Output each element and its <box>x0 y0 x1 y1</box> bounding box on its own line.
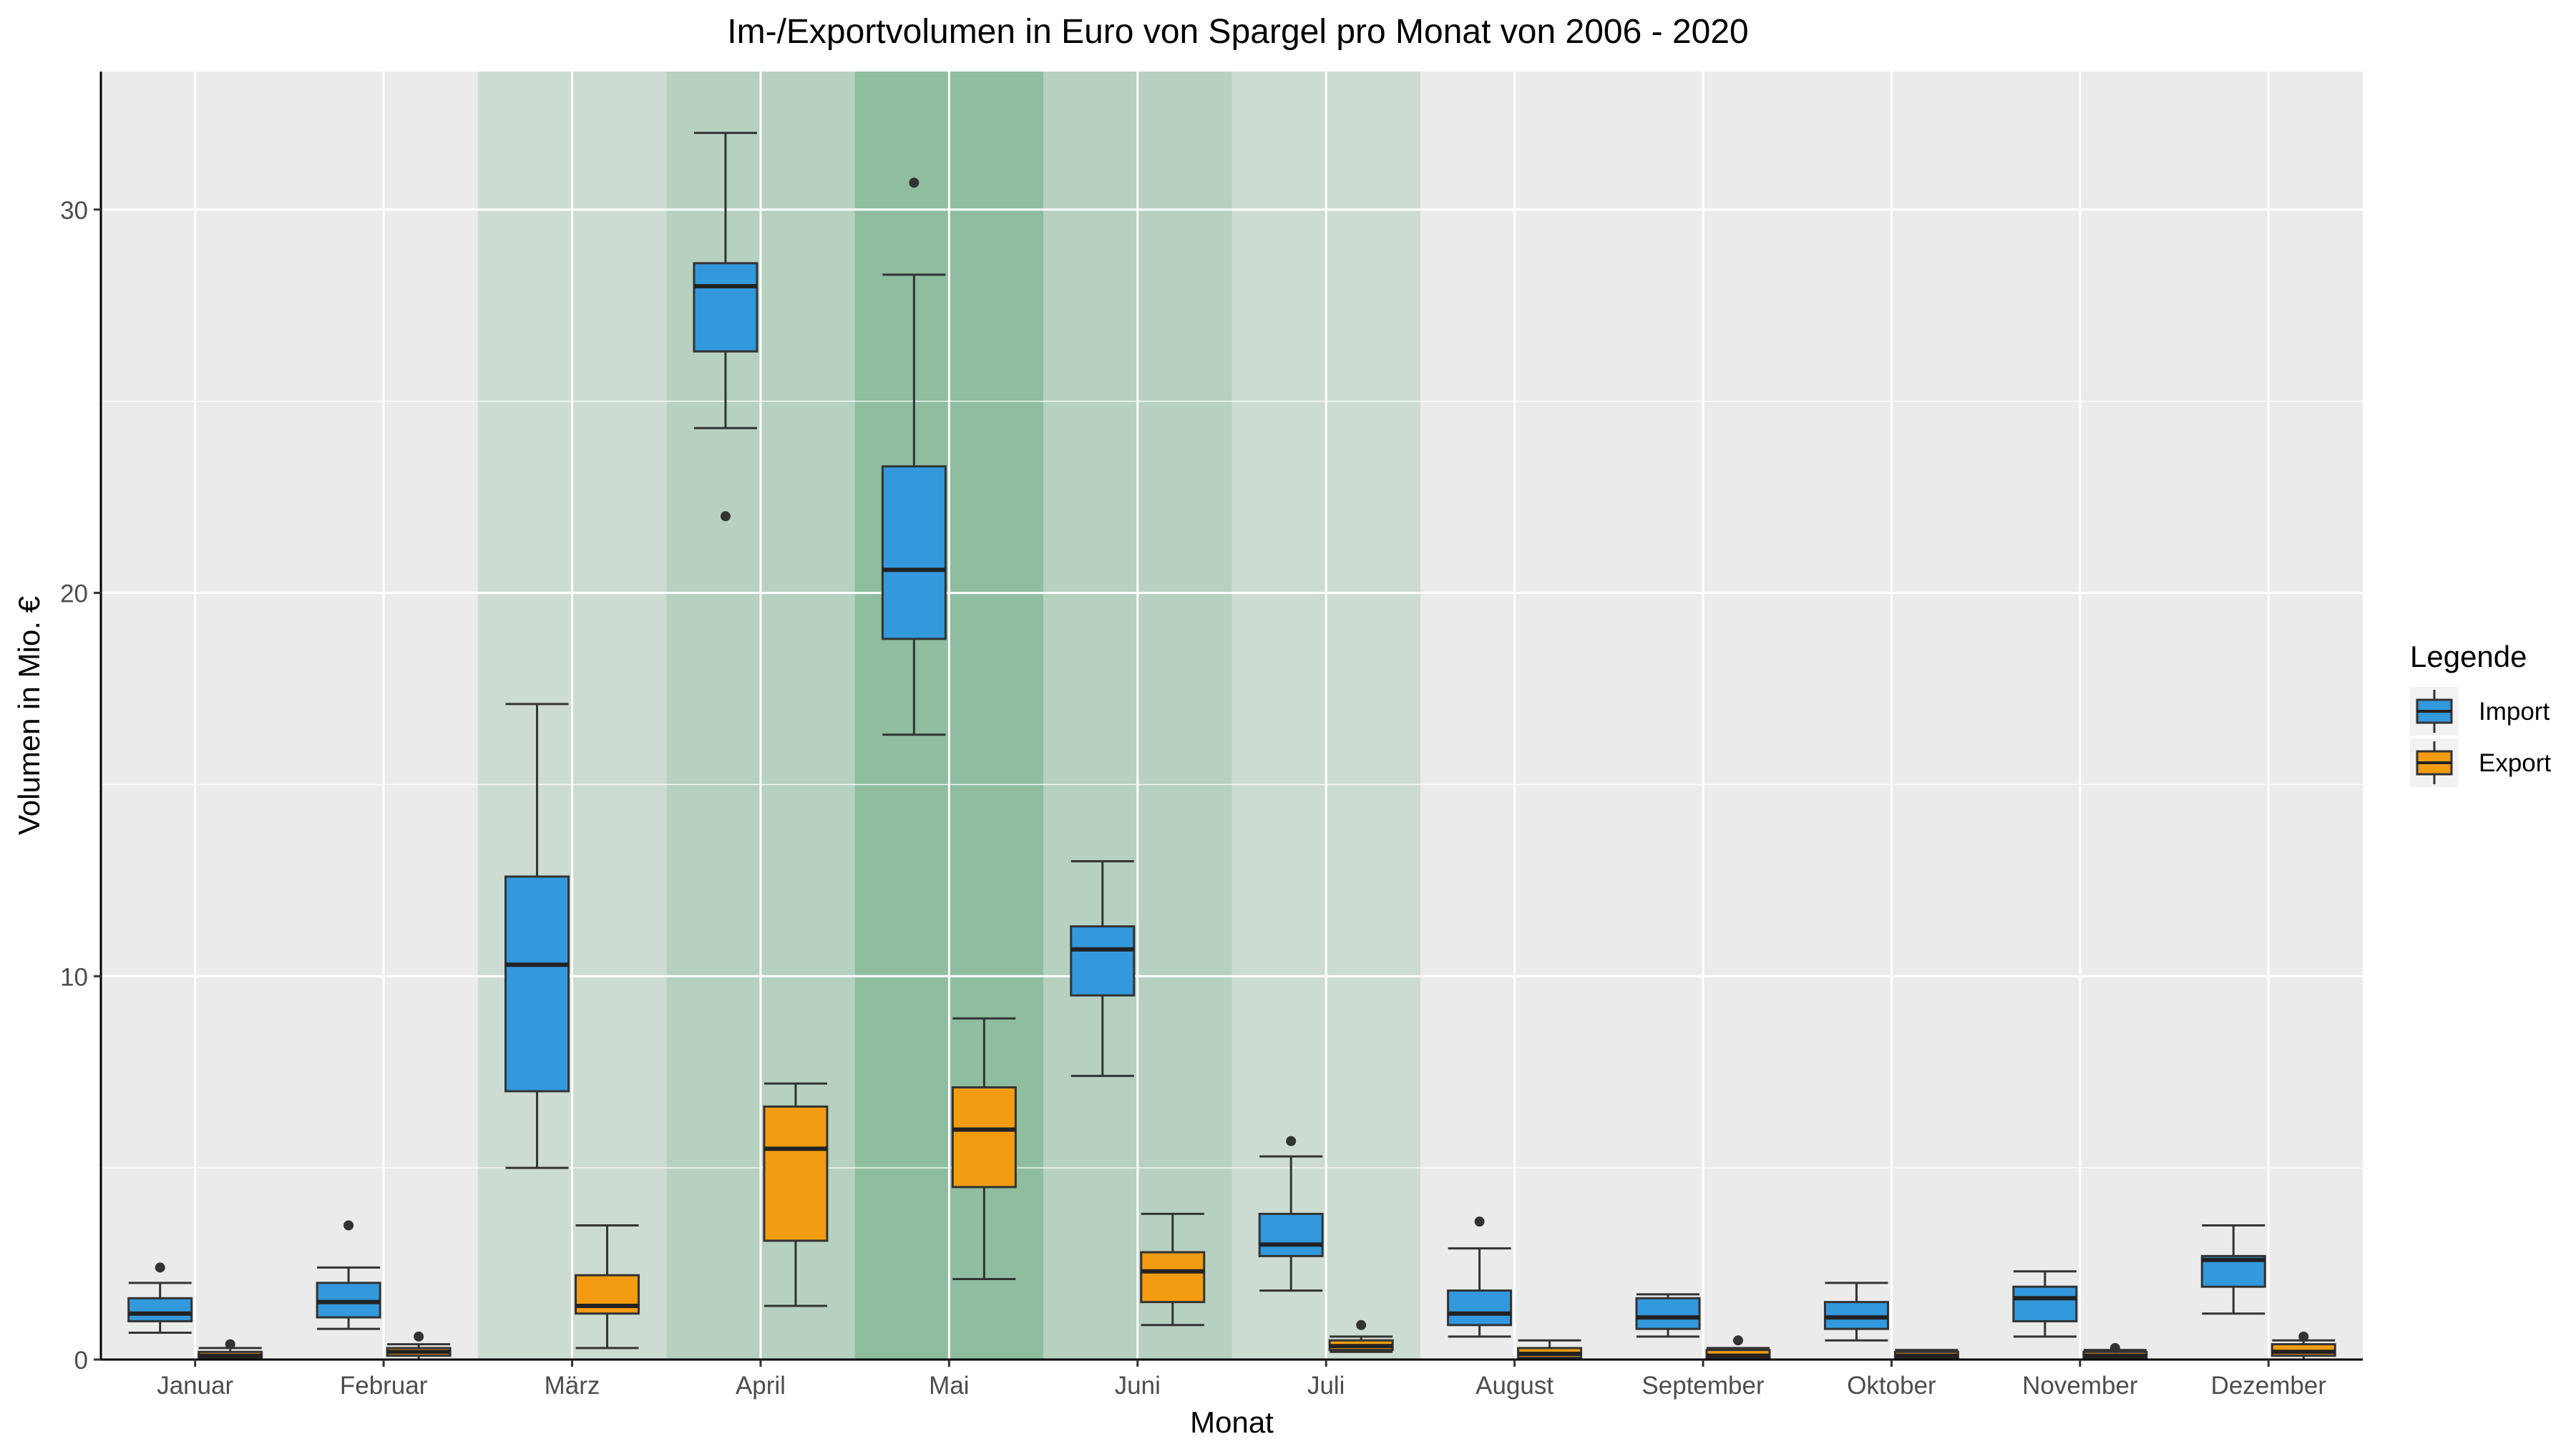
import-box-juli <box>1258 1136 1324 1292</box>
legend-label: Export <box>2479 749 2551 777</box>
box-iqr <box>1447 1289 1513 1327</box>
legend-title: Legende <box>2410 640 2527 673</box>
x-axis-label: Monat <box>1190 1405 1274 1439</box>
axes: 0 10 20 30 Januar Februar März April Mai Juni Juli… <box>60 72 2363 1400</box>
import-box-märz <box>504 703 570 1169</box>
x-tick-label: März <box>545 1372 600 1400</box>
box-layer <box>127 132 2336 1361</box>
export-box-november <box>2082 1342 2148 1361</box>
box-iqr <box>881 465 947 640</box>
box-iqr <box>1140 1251 1206 1304</box>
outlier-point <box>1733 1335 1744 1346</box>
box-iqr <box>504 875 570 1093</box>
import-box-november <box>2012 1270 2078 1338</box>
y-tick-label: 0 <box>74 1347 88 1375</box>
outlier-point <box>155 1262 165 1273</box>
outlier-point <box>1474 1216 1485 1227</box>
outlier-point <box>343 1220 354 1231</box>
box-iqr <box>1635 1297 1701 1330</box>
outlier-point <box>2109 1342 2120 1353</box>
outlier-point <box>720 511 731 522</box>
export-box-oktober <box>1893 1349 1959 1361</box>
outlier-point <box>1356 1319 1367 1330</box>
x-tick-label: Januar <box>157 1372 233 1400</box>
import-box-februar <box>316 1220 381 1330</box>
legend-item-export: Export <box>2410 738 2551 787</box>
import-box-dezember <box>2200 1224 2266 1315</box>
x-tick-label: Februar <box>340 1372 428 1400</box>
legend-items: Import Export <box>2410 687 2551 787</box>
export-box-juli <box>1328 1319 1394 1353</box>
import-box-april <box>693 132 758 522</box>
export-box-juni <box>1140 1212 1206 1327</box>
x-tick-label: Oktober <box>1847 1372 1936 1400</box>
box-iqr <box>1258 1212 1324 1257</box>
legend-item-import: Import <box>2410 687 2550 736</box>
y-tick-label: 20 <box>60 580 88 608</box>
x-tick-label: November <box>2022 1372 2138 1400</box>
y-axis-label: Volumen in Mio. € <box>12 596 46 835</box>
x-tick-label: April <box>736 1372 786 1400</box>
export-box-april <box>763 1082 829 1307</box>
outlier-point <box>414 1331 424 1342</box>
outlier-point <box>909 177 919 188</box>
outlier-point <box>2298 1331 2309 1342</box>
box-iqr <box>763 1105 829 1242</box>
x-tick-label: Mai <box>929 1372 969 1400</box>
outlier-point <box>225 1339 235 1350</box>
x-tick-label: Juni <box>1115 1372 1161 1400</box>
x-tick-label: Juli <box>1307 1372 1345 1400</box>
export-box-märz <box>575 1224 640 1350</box>
import-box-august <box>1447 1216 1513 1338</box>
box-iqr <box>2012 1285 2078 1322</box>
import-box-juni <box>1070 860 1136 1078</box>
x-tick-label: August <box>1475 1372 1553 1400</box>
legend-label: Import <box>2479 698 2550 726</box>
export-box-mai <box>951 1017 1017 1280</box>
legend: Legende Import Export <box>2410 640 2551 787</box>
x-tick-label: September <box>1641 1372 1765 1400</box>
import-box-mai <box>881 177 947 736</box>
outlier-point <box>1286 1136 1297 1146</box>
y-tick-label: 30 <box>60 197 88 225</box>
box-iqr <box>127 1297 193 1322</box>
box-iqr <box>951 1086 1017 1189</box>
box-iqr <box>1070 925 1136 997</box>
box-iqr <box>693 262 758 353</box>
chart-title: Im-/Exportvolumen in Euro von Spargel pr… <box>727 13 1748 51</box>
import-box-januar <box>127 1262 193 1334</box>
import-box-oktober <box>1823 1282 1889 1342</box>
import-box-september <box>1635 1293 1701 1338</box>
y-tick-label: 10 <box>60 963 88 991</box>
x-tick-label: Dezember <box>2211 1372 2327 1400</box>
